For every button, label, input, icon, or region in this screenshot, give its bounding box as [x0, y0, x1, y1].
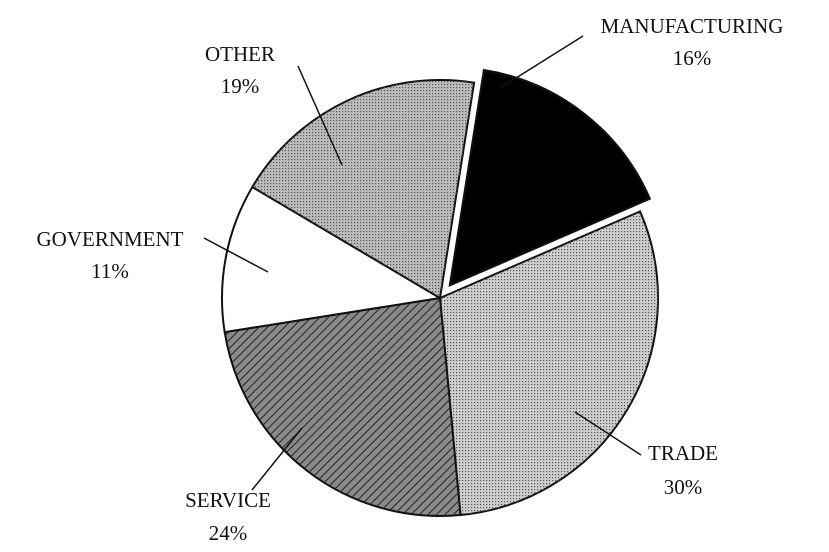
- leader-line: [203, 237, 269, 273]
- value-label: 11%: [91, 259, 129, 283]
- value-label: 16%: [673, 46, 712, 70]
- category-label: GOVERNMENT: [37, 227, 184, 251]
- leader-line: [297, 65, 343, 166]
- pie-slice: [223, 296, 462, 517]
- leader-line: [499, 35, 584, 89]
- category-label: OTHER: [205, 42, 275, 66]
- value-label: 19%: [221, 74, 260, 98]
- category-label: MANUFACTURING: [601, 14, 784, 38]
- category-label: TRADE: [648, 441, 718, 465]
- labels: MANUFACTURING 16% TRADE 30% SERVICE 24% GOVERN…: [37, 14, 784, 545]
- leader-line: [574, 411, 642, 456]
- pie: [221, 68, 659, 517]
- value-label: 24%: [209, 521, 248, 545]
- value-label: 30%: [664, 475, 703, 499]
- category-label: SERVICE: [185, 488, 271, 512]
- leader-line: [251, 427, 303, 491]
